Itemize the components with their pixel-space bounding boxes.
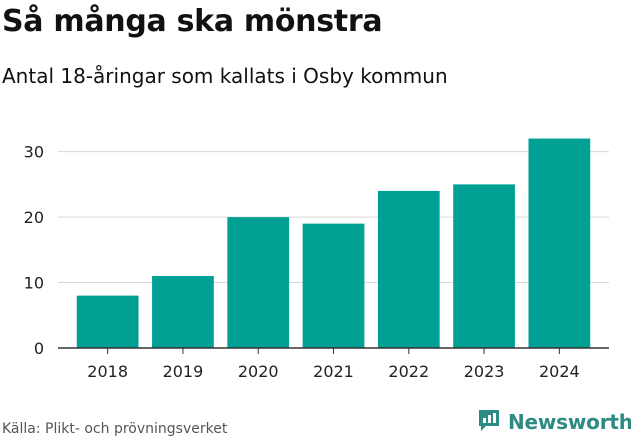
x-tick-label-2023: 2023	[464, 362, 505, 381]
x-tick-label-2021: 2021	[313, 362, 354, 381]
bar-2024	[528, 138, 591, 348]
bars	[76, 138, 591, 348]
newsworthy-logo-text: Newsworthy	[508, 410, 631, 434]
y-tick-label-20: 20	[24, 208, 44, 227]
bar-2018	[76, 295, 139, 348]
tick-labels: 0 10 20 30 2018 2019 2020 2021 2022 2023 2024	[24, 143, 580, 381]
newsworthy-logo[interactable]: Newsworthy	[476, 408, 631, 436]
bar-2020	[227, 217, 290, 348]
x-tick-label-2020: 2020	[238, 362, 279, 381]
axes	[58, 347, 609, 354]
chart-subtitle: Antal 18-åringar som kallats i Osby komm…	[2, 64, 448, 88]
bar-chart: 0 10 20 30 2018 2019 2020 2021 2022 2023 2024	[24, 138, 609, 381]
y-tick-label-0: 0	[34, 339, 44, 358]
x-tick-label-2018: 2018	[87, 362, 128, 381]
bar-2022	[377, 190, 440, 348]
y-tick-label-10: 10	[24, 274, 44, 293]
source-note: Källa: Plikt- och prövningsverket	[2, 421, 228, 437]
bar-2023	[453, 184, 515, 348]
x-tick-label-2022: 2022	[388, 362, 429, 381]
bar-2019	[152, 276, 214, 348]
x-tick-label-2019: 2019	[163, 362, 204, 381]
chart-title: Så många ska mönstra	[2, 4, 383, 39]
y-tick-label-30: 30	[24, 143, 44, 162]
newsworthy-logo-icon	[476, 407, 502, 437]
x-tick-label-2024: 2024	[539, 362, 580, 381]
bar-2021	[302, 223, 365, 348]
